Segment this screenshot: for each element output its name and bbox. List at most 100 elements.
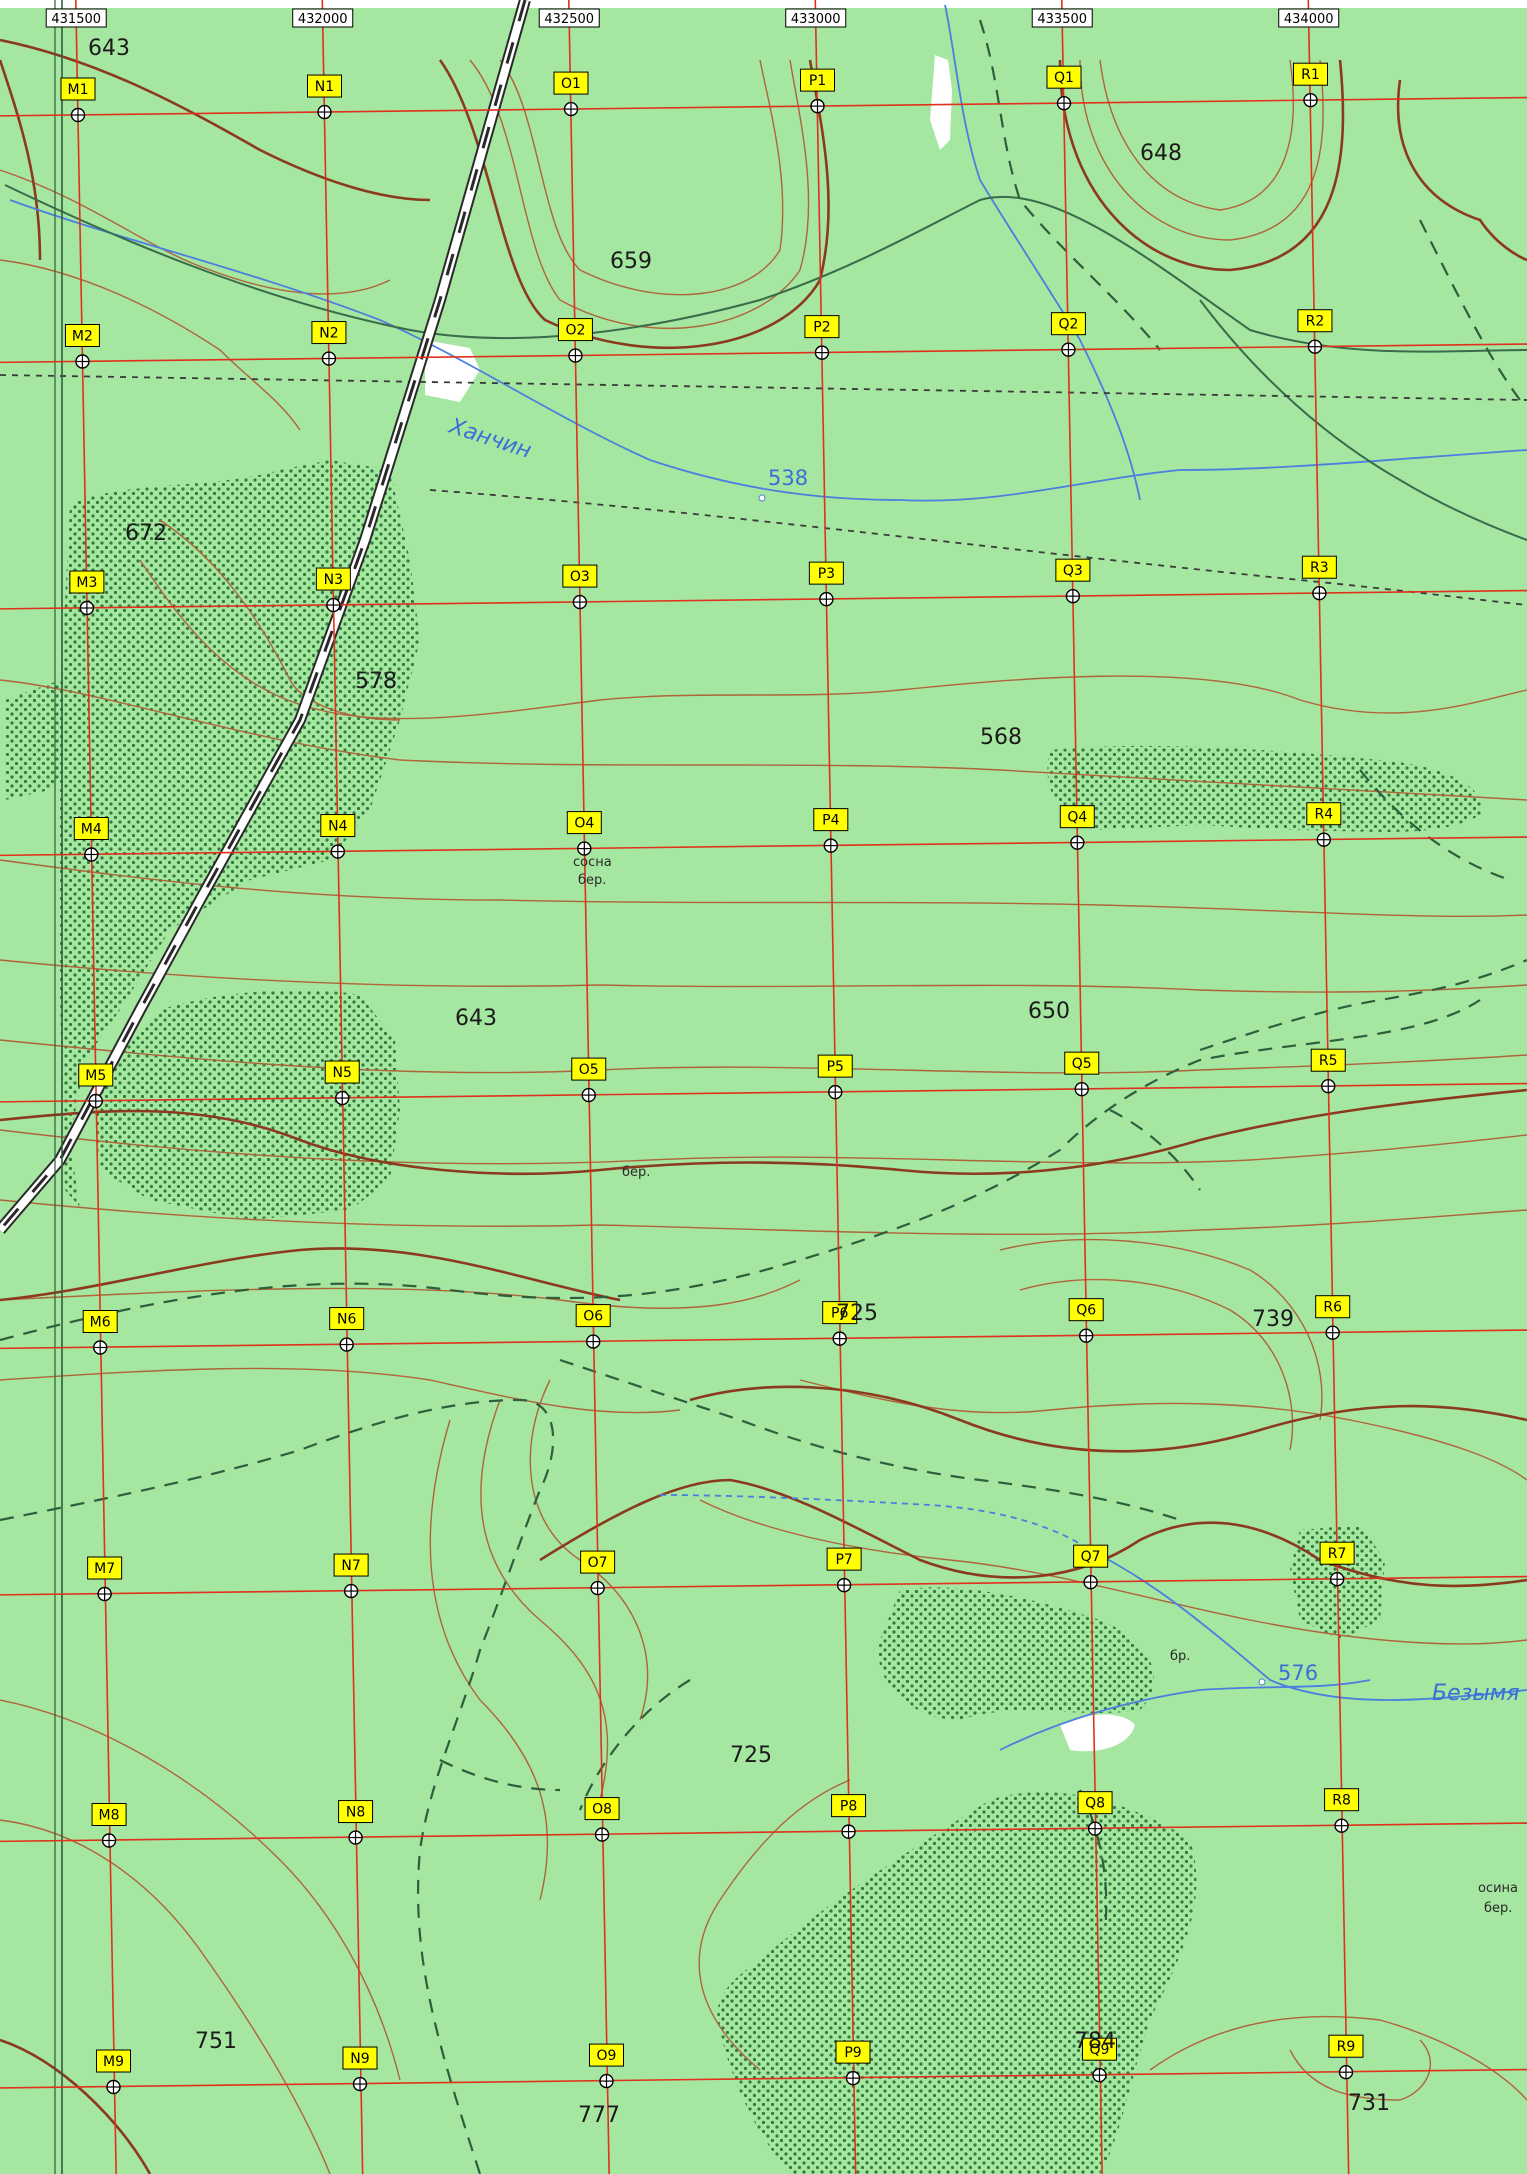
- grid-point-p9[interactable]: P9: [835, 2040, 871, 2086]
- grid-point-m5[interactable]: M5: [78, 1063, 114, 1109]
- grid-point-label: Q3: [1063, 563, 1083, 579]
- grid-point-label-box: [1077, 1791, 1113, 1815]
- grid-point-r6[interactable]: R6: [1315, 1295, 1351, 1340]
- grid-point-o4[interactable]: O4: [566, 811, 602, 856]
- grid-point-p1[interactable]: P1: [800, 68, 835, 114]
- grid-point-r4[interactable]: R4: [1306, 802, 1342, 847]
- grid-point-r3[interactable]: R3: [1301, 555, 1337, 601]
- grid-point-o2[interactable]: O2: [557, 318, 593, 363]
- elevation-label: 648: [1140, 141, 1182, 166]
- grid-point-q5[interactable]: Q5: [1064, 1051, 1100, 1097]
- grid-point-n7[interactable]: N7: [333, 1553, 369, 1599]
- grid-point-o8[interactable]: O8: [584, 1797, 620, 1842]
- grid-point-label-box: [1306, 802, 1342, 826]
- grid-point-r7[interactable]: R7: [1319, 1541, 1355, 1587]
- grid-point-label: M6: [90, 1315, 111, 1331]
- grid-point-n5[interactable]: N5: [324, 1060, 360, 1106]
- grid-point-label-box: [1324, 1788, 1360, 1812]
- grid-point-label-box: [566, 811, 602, 835]
- easting-label-box: [1031, 8, 1093, 28]
- grid-point-label-box: [553, 71, 589, 95]
- grid-point-label: M3: [76, 575, 97, 591]
- grid-point-label-box: [571, 1057, 607, 1081]
- grid-point-p4[interactable]: P4: [813, 808, 849, 853]
- grid-point-label-box: [1301, 555, 1337, 579]
- grid-point-m2[interactable]: M2: [64, 324, 100, 369]
- easting-label: 432000: [298, 12, 348, 27]
- vegetation-note: бер.: [1484, 1901, 1512, 1916]
- grid-point-r2[interactable]: R2: [1297, 309, 1333, 354]
- grid-point-o9[interactable]: O9: [588, 2043, 624, 2089]
- grid-point-r9[interactable]: R9: [1328, 2034, 1364, 2080]
- grid-point-label: N7: [341, 1558, 360, 1574]
- grid-point-label-box: [1293, 62, 1328, 86]
- grid-point-label: O2: [565, 323, 585, 339]
- grid-point-o7[interactable]: O7: [580, 1550, 616, 1596]
- grid-points: M1 N1 O1 P1 Q1 R1 M2 N2 O2 P2 Q2 R2 M3 N3 O3 P3 Q3 R3 M4 N4…: [60, 62, 1364, 2095]
- grid-point-o1[interactable]: O1: [553, 71, 589, 117]
- top-margin: [0, 0, 1527, 8]
- grid-point-r8[interactable]: R8: [1324, 1788, 1360, 1833]
- grid-point-label-box: [1059, 805, 1095, 829]
- grid-point-label-box: [804, 315, 840, 339]
- boundaries: [0, 374, 1527, 606]
- grid-point-label-box: [557, 318, 593, 342]
- grid-point-n3[interactable]: N3: [315, 567, 351, 613]
- grid-point-q2[interactable]: Q2: [1050, 312, 1086, 357]
- grid-point-p3[interactable]: P3: [808, 561, 844, 607]
- grid-point-label-box: [580, 1550, 616, 1574]
- grid-point-q9[interactable]: Q9: [1081, 2037, 1117, 2083]
- grid-point-r5[interactable]: R5: [1310, 1048, 1346, 1094]
- grid-point-m8[interactable]: M8: [91, 1803, 127, 1848]
- easting-label-box: [785, 8, 847, 28]
- grid-point-m3[interactable]: M3: [69, 570, 105, 616]
- grid-point-o5[interactable]: O5: [571, 1057, 607, 1103]
- grid-point-p7[interactable]: P7: [826, 1547, 862, 1593]
- grid-point-o6[interactable]: O6: [575, 1304, 611, 1349]
- grid-point-m4[interactable]: M4: [73, 817, 109, 862]
- grid-point-n6[interactable]: N6: [329, 1307, 365, 1352]
- grid-point-q8[interactable]: Q8: [1077, 1791, 1113, 1836]
- grid-point-m1[interactable]: M1: [60, 77, 96, 123]
- vegetation-note: бер.: [622, 1165, 650, 1180]
- grid-point-m7[interactable]: M7: [87, 1556, 123, 1602]
- grid-point-label: P9: [844, 2045, 861, 2061]
- grid-line-horizontal: [0, 2068, 1527, 2089]
- grid-point-label: Q2: [1058, 317, 1078, 333]
- grid-point-label: N1: [315, 79, 334, 95]
- grid-point-label-box: [60, 77, 96, 101]
- grid-point-m6[interactable]: M6: [82, 1310, 118, 1355]
- grid-point-n8[interactable]: N8: [338, 1800, 374, 1845]
- grid-point-p2[interactable]: P2: [804, 315, 840, 360]
- grid-point-p6[interactable]: P6: [822, 1301, 858, 1346]
- grid-point-q1[interactable]: Q1: [1046, 65, 1082, 111]
- grid-point-n1[interactable]: N1: [307, 74, 342, 120]
- grid-point-label: M9: [103, 2054, 124, 2070]
- grid-point-label-box: [311, 321, 347, 345]
- grid-point-n4[interactable]: N4: [320, 814, 356, 859]
- river-elevation-point: [758, 494, 766, 502]
- grid-point-p8[interactable]: P8: [831, 1794, 867, 1839]
- grid-point-label: P4: [822, 813, 839, 829]
- grid-point-label: N9: [350, 2051, 369, 2067]
- grid-point-label: Q1: [1054, 70, 1074, 86]
- grid-point-n9[interactable]: N9: [342, 2046, 378, 2092]
- grid-point-label: R6: [1323, 1300, 1342, 1316]
- grid-point-p5[interactable]: P5: [817, 1054, 853, 1100]
- grid-point-n2[interactable]: N2: [311, 321, 347, 366]
- grid-point-label-box: [822, 1301, 858, 1325]
- grid-point-q6[interactable]: Q6: [1068, 1298, 1104, 1343]
- grid-point-q3[interactable]: Q3: [1055, 558, 1091, 604]
- grid-point-o3[interactable]: O3: [562, 564, 598, 610]
- elevation-label: 751: [195, 2029, 237, 2054]
- grid-point-label-box: [1081, 2037, 1117, 2061]
- elevation-label: 725: [730, 1743, 772, 1768]
- grid-line-horizontal: [0, 836, 1527, 857]
- grid-point-q4[interactable]: Q4: [1059, 805, 1095, 850]
- grid-point-m9[interactable]: M9: [95, 2049, 131, 2095]
- grid-point-q7[interactable]: Q7: [1073, 1544, 1109, 1590]
- grid-point-label: N6: [337, 1312, 356, 1328]
- grid-point-label: O7: [588, 1555, 608, 1571]
- grid-point-r1[interactable]: R1: [1293, 62, 1328, 108]
